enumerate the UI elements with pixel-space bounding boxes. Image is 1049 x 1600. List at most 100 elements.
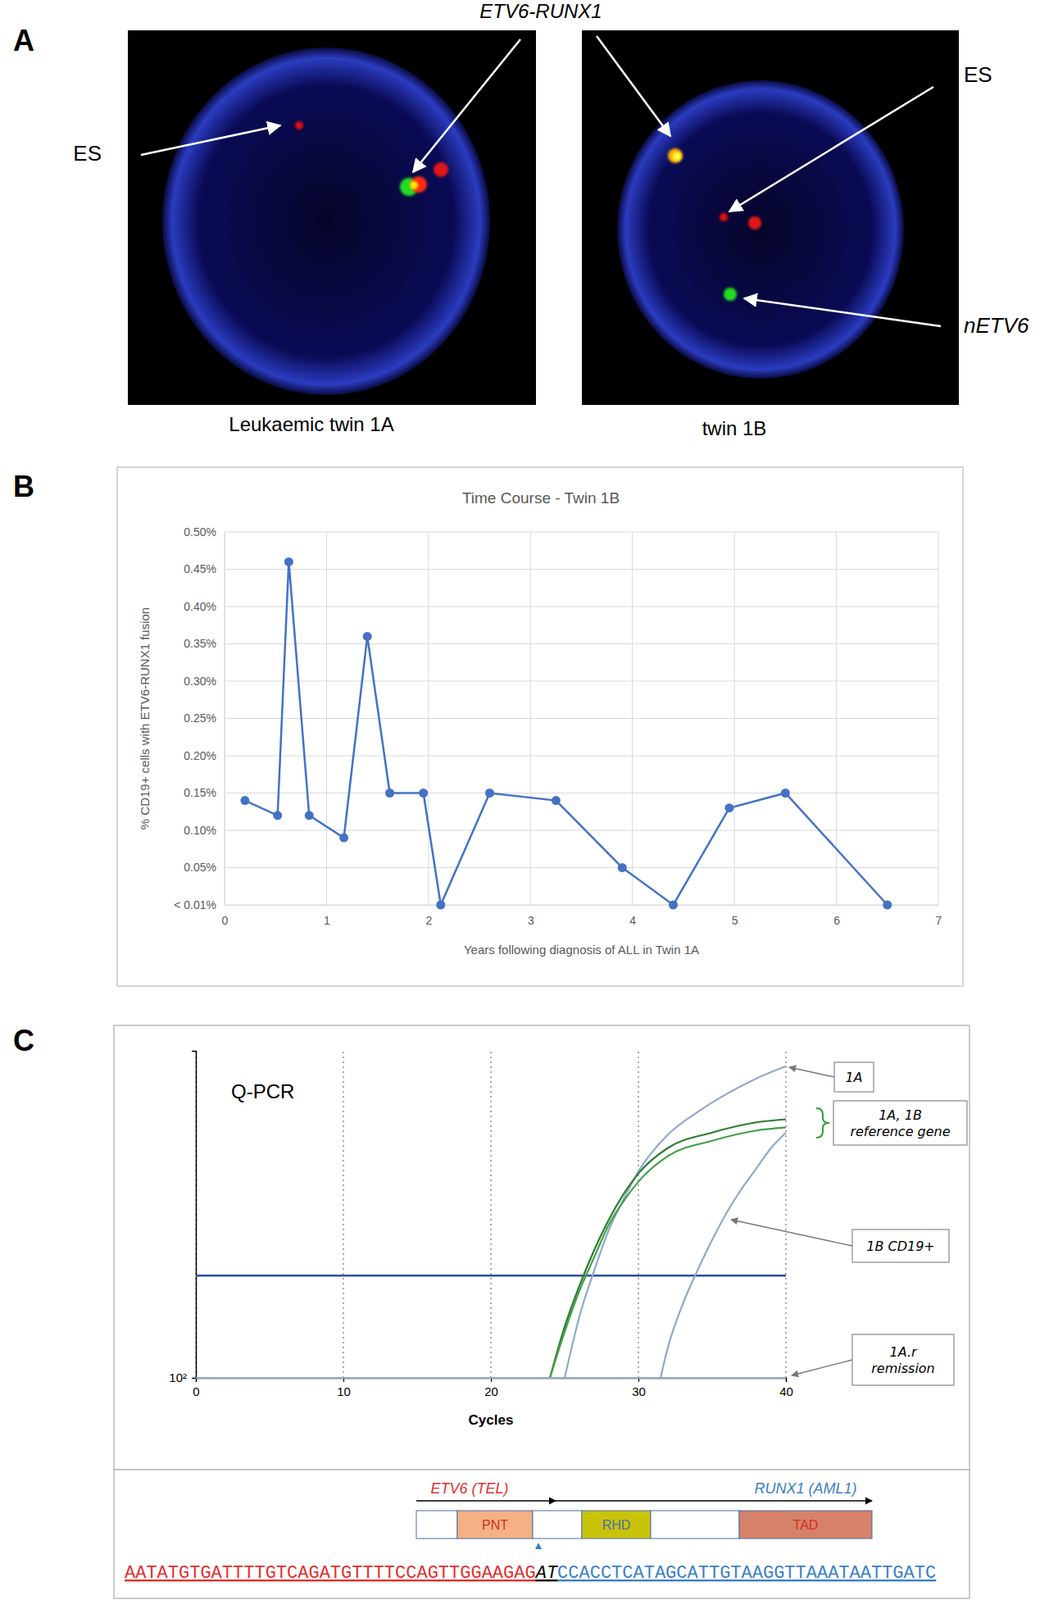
grid [224, 531, 939, 905]
threshold-line [195, 1274, 786, 1277]
callout: 1A, 1Breference gene [833, 1100, 968, 1145]
schematic-frame [113, 1469, 970, 1599]
domain-label: PNT [481, 1517, 509, 1532]
tick: 4 [629, 904, 636, 927]
chart-frame [113, 1025, 970, 1470]
nucleus [162, 47, 491, 396]
sequence-part: AT [534, 1562, 559, 1584]
arrow [555, 1499, 872, 1501]
grid-line [638, 1050, 640, 1378]
callout-text: 1A [844, 1069, 863, 1086]
data-point [668, 900, 678, 910]
chart-title: Time Course - Twin 1B [462, 489, 620, 507]
fish-signal [748, 216, 762, 230]
junction-marker [535, 1542, 542, 1549]
tick-mark [785, 1377, 787, 1382]
tick: 0 [222, 904, 229, 927]
background [0, 0, 1049, 1600]
grid-line [224, 531, 226, 905]
panel-label: C [13, 1023, 35, 1058]
amplification-curve [564, 1066, 786, 1378]
data-point [304, 810, 314, 820]
tick-label: 0.20% [183, 749, 217, 763]
domain-segment [581, 1510, 651, 1539]
callout-box [833, 1100, 968, 1145]
arrow [731, 1219, 853, 1246]
callout: 1B CD19+ [852, 1229, 950, 1263]
axis-line [191, 1051, 197, 1379]
grid-line [490, 1050, 492, 1378]
tick: 20 [484, 1377, 499, 1399]
axis: 10² [168, 1051, 196, 1386]
figure: ABCETV6-RUNX1ESLeukaemic twin 1AESnETV6t… [0, 0, 1049, 1600]
tick: 2 [425, 904, 432, 927]
arrow [791, 1359, 853, 1376]
tick: 7 [935, 904, 943, 927]
tick-label: 5 [731, 913, 739, 927]
tick: 0.35% [183, 636, 225, 650]
signal-label: nETV6 [963, 313, 1030, 338]
grid-line [224, 717, 939, 719]
caption: Leukaemic twin 1A [228, 413, 394, 436]
arrow [789, 1067, 835, 1077]
tick: 0.25% [183, 711, 225, 725]
grid-line [224, 904, 939, 906]
plot-area [195, 1066, 786, 1378]
grid-line [785, 1050, 787, 1378]
tick-label: 0.50% [183, 525, 217, 539]
grid-line [343, 1050, 345, 1378]
panel-label: A [13, 23, 35, 58]
tick: < 0.01% [173, 898, 225, 912]
tick-label: 30 [631, 1384, 646, 1399]
panel-title: ETV6-RUNX1 [479, 0, 602, 23]
tick-label: 0.15% [183, 785, 217, 800]
fish-signal [667, 148, 683, 164]
data-point [385, 788, 395, 798]
data-point [284, 557, 294, 567]
arrow [140, 125, 281, 155]
tick-mark [191, 1377, 196, 1379]
callout-text: 1A, 1Breference gene [849, 1107, 950, 1140]
micrograph [581, 30, 959, 405]
data-point [724, 803, 734, 813]
data-point [363, 631, 373, 641]
amplification-curve [549, 1126, 786, 1378]
tick-label: 2 [425, 913, 432, 927]
domain-segment [739, 1510, 872, 1539]
tick-label: 0.05% [183, 860, 217, 874]
arrow [413, 39, 521, 173]
axis-line [224, 532, 226, 906]
panel-a: ETV6-RUNX1ESLeukaemic twin 1AESnETV6twin… [72, 0, 1030, 440]
panel-c: 01020304010²CyclesQ-PCR1A1A, 1Breference… [113, 1025, 970, 1470]
tick-label: 6 [833, 913, 841, 927]
tick-label: 7 [935, 913, 943, 927]
axis-line [225, 904, 940, 906]
axis-line [196, 1378, 787, 1383]
domain-label: TAD [793, 1517, 819, 1532]
gene-label: ETV6 (TEL) [430, 1480, 509, 1497]
domain-segment [457, 1510, 533, 1539]
tick-label: 20 [484, 1384, 499, 1399]
figure-svg: ABCETV6-RUNX1ESLeukaemic twin 1AESnETV6t… [0, 0, 1049, 1600]
tick: 0.40% [183, 599, 225, 614]
grid-line [224, 568, 939, 570]
fish-signal [409, 181, 418, 190]
callout: 1A [834, 1062, 874, 1092]
tick-label: 0.35% [183, 636, 217, 650]
tick-label: 0.45% [183, 562, 217, 576]
domain-segment [650, 1510, 740, 1539]
domain-label: RHD [602, 1517, 632, 1532]
fish-signal [433, 162, 449, 178]
tick: 6 [833, 904, 841, 927]
domain-segment [416, 1510, 458, 1539]
tick: 10 [336, 1377, 351, 1399]
axis-title: % CD19+ cells with ETV6-RUNX1 fusion [137, 607, 152, 830]
tick: 10² [168, 1370, 196, 1385]
sequence-part: CCACCTCATAGCATTGTAAGGTTAAATAATTGATC [557, 1562, 936, 1584]
grid-line [224, 867, 939, 868]
arrow [416, 1499, 556, 1501]
tick-label: 10² [168, 1370, 187, 1385]
arrow [729, 86, 934, 212]
tick-label: 0.40% [183, 599, 217, 614]
callout-text: 1A.rremission [871, 1344, 936, 1376]
